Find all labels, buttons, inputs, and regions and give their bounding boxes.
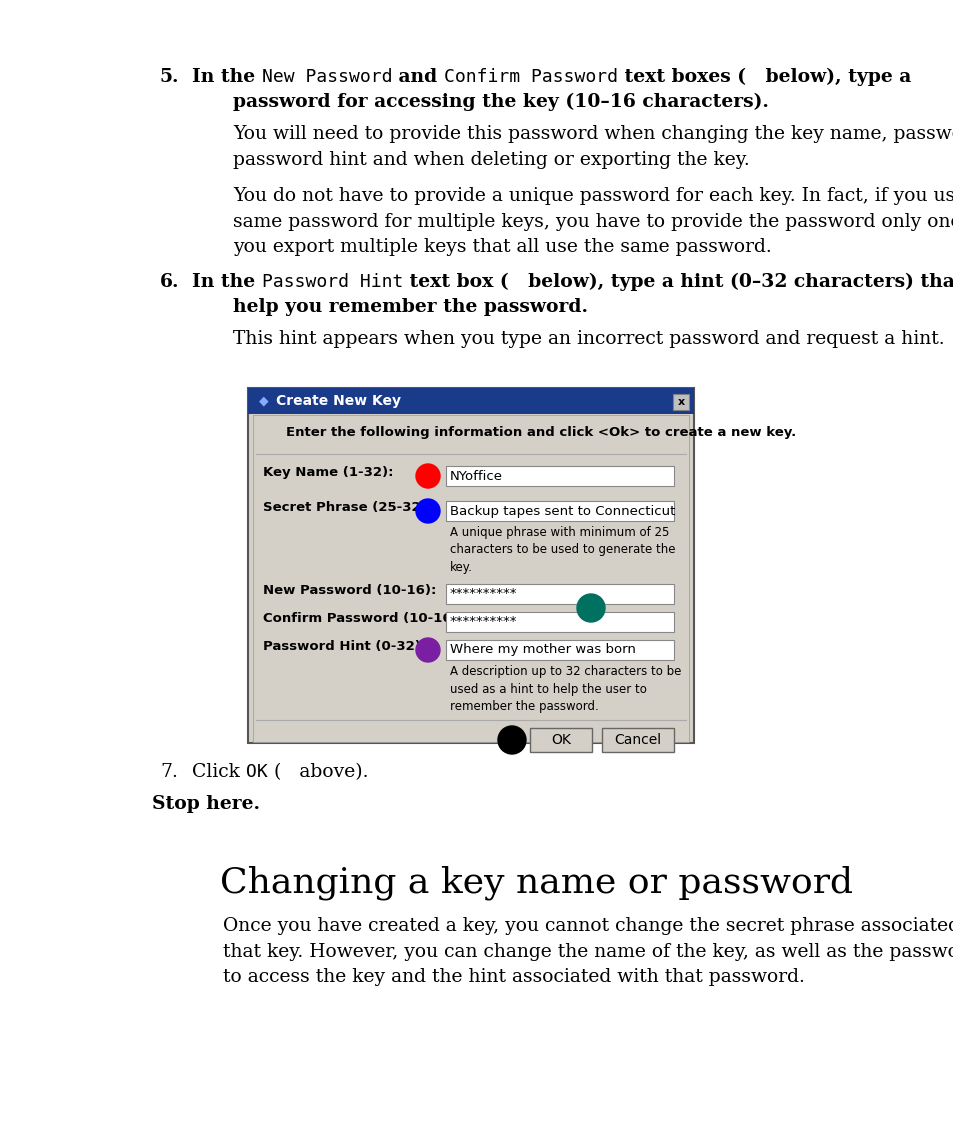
Bar <box>248 388 693 743</box>
Text: **********: ********** <box>450 587 517 600</box>
Text: 7.: 7. <box>160 763 177 781</box>
Bar <box>672 394 688 410</box>
Bar <box>446 502 673 521</box>
Text: Create New Key: Create New Key <box>275 394 400 408</box>
Circle shape <box>416 499 439 523</box>
Text: OK: OK <box>551 733 570 747</box>
Text: text boxes (   below), type a: text boxes ( below), type a <box>618 68 910 86</box>
Text: A unique phrase with minimum of 25
characters to be used to generate the
key.: A unique phrase with minimum of 25 chara… <box>450 526 675 574</box>
Text: ◆: ◆ <box>259 395 269 408</box>
Circle shape <box>577 594 604 622</box>
Text: Stop here.: Stop here. <box>152 795 260 813</box>
Text: You do not have to provide a unique password for each key. In fact, if you use t: You do not have to provide a unique pass… <box>233 187 953 256</box>
Text: x: x <box>677 397 684 406</box>
Text: text box (   below), type a hint (0–32 characters) that will: text box ( below), type a hint (0–32 cha… <box>402 273 953 291</box>
Text: New Password: New Password <box>261 68 392 86</box>
Bar <box>446 611 673 632</box>
Text: password for accessing the key (10–16 characters).: password for accessing the key (10–16 ch… <box>233 93 768 111</box>
Bar <box>530 728 592 752</box>
Bar <box>253 414 688 742</box>
Text: This hint appears when you type an incorrect password and request a hint.: This hint appears when you type an incor… <box>233 330 943 348</box>
Text: and: and <box>392 68 443 86</box>
Text: NYoffice: NYoffice <box>450 469 502 482</box>
Text: 5.: 5. <box>160 68 179 86</box>
Text: help you remember the password.: help you remember the password. <box>233 298 587 316</box>
Text: New Password (10-16):: New Password (10-16): <box>263 584 436 597</box>
Circle shape <box>416 464 439 488</box>
Text: (   above).: ( above). <box>268 763 368 781</box>
Text: 6.: 6. <box>160 273 179 291</box>
Text: In the: In the <box>192 273 261 291</box>
Text: **********: ********** <box>450 616 517 629</box>
Text: Backup tapes sent to Connecticut: Backup tapes sent to Connecticut <box>450 505 675 518</box>
Text: Key Name (1-32):: Key Name (1-32): <box>263 466 393 479</box>
Text: Confirm Password: Confirm Password <box>443 68 618 86</box>
Text: Secret Phrase (25-32):: Secret Phrase (25-32): <box>263 502 432 514</box>
Text: Cancel: Cancel <box>614 733 660 747</box>
Circle shape <box>497 726 525 755</box>
Text: Password Hint (0-32):: Password Hint (0-32): <box>263 640 426 653</box>
Circle shape <box>416 638 439 662</box>
Text: Changing a key name or password: Changing a key name or password <box>220 864 852 900</box>
Bar <box>601 728 673 752</box>
Text: In the: In the <box>192 68 261 86</box>
Text: Once you have created a key, you cannot change the secret phrase associated with: Once you have created a key, you cannot … <box>223 917 953 986</box>
Bar <box>446 584 673 605</box>
Text: Where my mother was born: Where my mother was born <box>450 643 636 656</box>
Text: Confirm Password (10-16):: Confirm Password (10-16): <box>263 611 462 625</box>
Bar <box>446 640 673 660</box>
Text: You will need to provide this password when changing the key name, password, or
: You will need to provide this password w… <box>233 125 953 168</box>
Text: Enter the following information and click <Ok> to create a new key.: Enter the following information and clic… <box>286 426 796 439</box>
Text: A description up to 32 characters to be
used as a hint to help the user to
remem: A description up to 32 characters to be … <box>450 665 680 713</box>
Text: OK: OK <box>246 763 268 781</box>
Text: Click: Click <box>192 763 246 781</box>
Bar <box>446 466 673 485</box>
Bar <box>248 388 693 414</box>
Text: Password Hint: Password Hint <box>261 273 402 291</box>
